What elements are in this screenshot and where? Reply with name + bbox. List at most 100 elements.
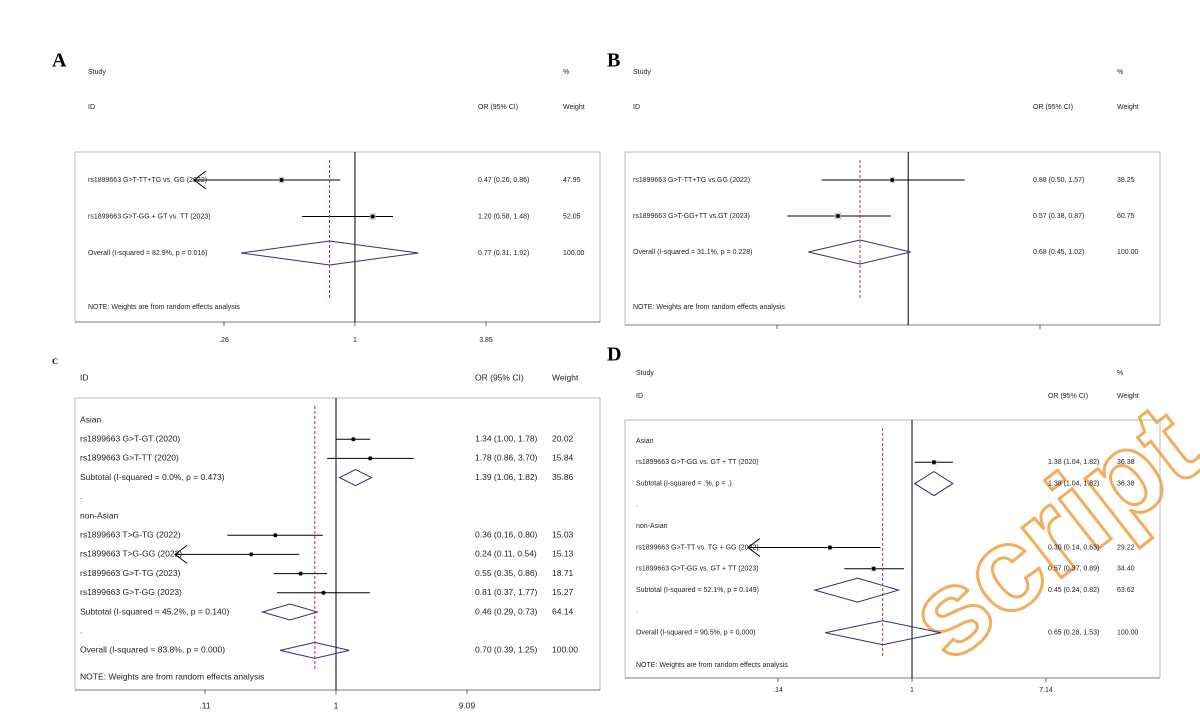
weight-label: 18.71 [552,568,574,578]
note: NOTE: Weights are from random effects an… [80,671,264,681]
x-tick-label: 1 [353,337,357,344]
panel-letter: B [607,50,620,72]
weight-label: 38.25 [1117,177,1135,184]
weight-label: 15.03 [552,529,574,539]
ci-label: 0.30 (0.14, 0.63) [1048,544,1099,551]
row-label: Subtotal (I-squared = 45.2%, p = 0.140) [80,606,229,616]
pooled-diamond [260,603,320,621]
panel-letter: D [607,344,621,366]
weight-label: 15.27 [552,587,574,597]
header-id: ID [636,393,643,400]
point-estimate [890,178,895,182]
weight-label: 47.95 [563,177,581,184]
weight-label: 15.84 [552,453,574,463]
weight-label: 100.00 [1117,249,1139,256]
group-label: Asian [636,438,654,445]
x-tick-label: .11 [199,700,210,710]
row-label: rs1899663 G>T-TT vs. TG + GG (2022) [636,544,759,551]
row-label: rs1899663 G>T-GG+TT vs.GT (2023) [633,213,750,220]
weight-label: 36.38 [1117,480,1135,487]
point-estimate [835,214,840,218]
note: NOTE: Weights are from random effects an… [88,304,240,311]
pooled-diamond [812,577,901,603]
ci-label: 0.65 (0.28, 1.53) [1048,630,1099,637]
header-or: OR (95% CI) [1048,393,1088,400]
header-or: OR (95% CI) [1033,104,1073,111]
header-weight: Weight [552,372,579,382]
weight-label: 100.00 [1117,630,1139,637]
header-or: OR (95% CI) [478,104,518,111]
weight-label: 34.40 [1117,566,1135,573]
ci-label: 1.78 (0.86, 3.70) [475,453,538,463]
ci-label: 0.70 (0.39, 1.25) [475,645,538,655]
point-estimate [351,437,356,442]
pooled-diamond [913,471,954,497]
header-study: Study [633,69,651,76]
ci-label: 1.38 (1.04, 1.82) [1048,459,1099,466]
group-label: non-Asian [636,523,668,530]
header-weight: Weight [563,104,585,111]
row-label: rs1899663 G>T-GG vs. GT + TT (2020) [636,459,759,466]
header-id: ID [88,104,95,111]
point-estimate [321,590,326,595]
ci-label: 0.55 (0.35, 0.86) [475,568,538,578]
row-label: . [636,502,638,509]
row-label: . [80,625,82,635]
ci-label: 0.57 (0.38, 0.87) [1033,213,1084,220]
panel-letter: A [52,50,67,72]
row-label: rs1899663 G>T-GG (2023) [80,587,182,597]
point-estimate [279,178,284,182]
x-tick-label: .14 [773,687,783,694]
ci-label: 0.46 (0.29, 0.73) [475,606,538,616]
weight-label: 29.22 [1117,544,1135,551]
ci-label: 1.34 (1.00, 1.78) [475,433,538,443]
forest-panel: C ID OR (95% CI) Weight .11 1 9.09 NOTE: Weight… [52,356,601,710]
ci-label: 1.39 (1.06, 1.82) [475,472,538,482]
row-label: . [80,491,82,501]
row-label: Overall (I-squared = 31.1%, p = 0.228) [633,249,752,256]
x-tick-label: .26 [219,337,229,344]
pooled-diamond [825,620,942,646]
ci-label: 0.77 (0.31, 1.92) [478,250,529,257]
header-or: OR (95% CI) [475,372,524,382]
row-label: rs1899663 G>T-GG + GT vs. TT (2023) [88,213,211,220]
row-label: rs1899663 G>T-GT (2020) [80,433,180,443]
ci-label: 0.36 (0.16, 0.80) [475,529,538,539]
row-label: Overall (I-squared = 90.5%, p = 0.000) [636,630,755,637]
pooled-diamond [338,469,373,487]
group-label: Asian [80,414,102,424]
weight-label: 52.05 [563,213,581,220]
ci-label: 0.57 (0.37, 0.89) [1048,566,1099,573]
row-label: rs1899663 T>G-GG (2022) [80,549,182,559]
ci-label: 0.88 (0.50, 1.57) [1033,177,1084,184]
ci-label: 1.38 (1.04, 1.82) [1048,480,1099,487]
row-label: rs1899663 G>T-GG vs. GT + TT (2023) [636,566,759,573]
row-label: rs1899663 G>T-TT+TG vs.GG (2022) [633,177,750,184]
forest-panel: B Study % ID OR (95% CI) Weight NOTE: Weights … [607,50,1161,329]
weight-label: 20.02 [552,433,574,443]
header-study: Study [636,370,654,377]
row-label: Subtotal (I-squared = 52.1%, p = 0.149) [636,587,759,594]
note: NOTE: Weights are from random effects an… [636,662,788,669]
point-estimate [249,552,254,557]
row-label: . [636,608,638,615]
header-pct: % [1117,370,1123,377]
weight-label: 64.14 [552,606,574,616]
weight-label: 63.62 [1117,587,1135,594]
x-tick-label: 1 [910,687,914,694]
point-estimate [298,571,303,576]
note: NOTE: Weights are from random effects an… [633,304,785,311]
point-estimate [273,533,278,538]
ci-arrow [747,538,761,557]
header-weight: Weight [1117,393,1139,400]
group-label: non-Asian [80,510,119,520]
weight-label: 36.38 [1117,459,1135,466]
ci-label: 0.45 (0.24, 0.82) [1048,587,1099,594]
pooled-diamond [280,641,350,659]
ci-label: 0.81 (0.37, 1.77) [475,587,538,597]
point-estimate [827,545,832,550]
forest-panel: D Study % ID OR (95% CI) Weight .14 1 7.14 NOTE: … [607,344,1161,694]
ci-label: 0.68 (0.45, 1.02) [1033,249,1084,256]
point-estimate [368,456,373,461]
